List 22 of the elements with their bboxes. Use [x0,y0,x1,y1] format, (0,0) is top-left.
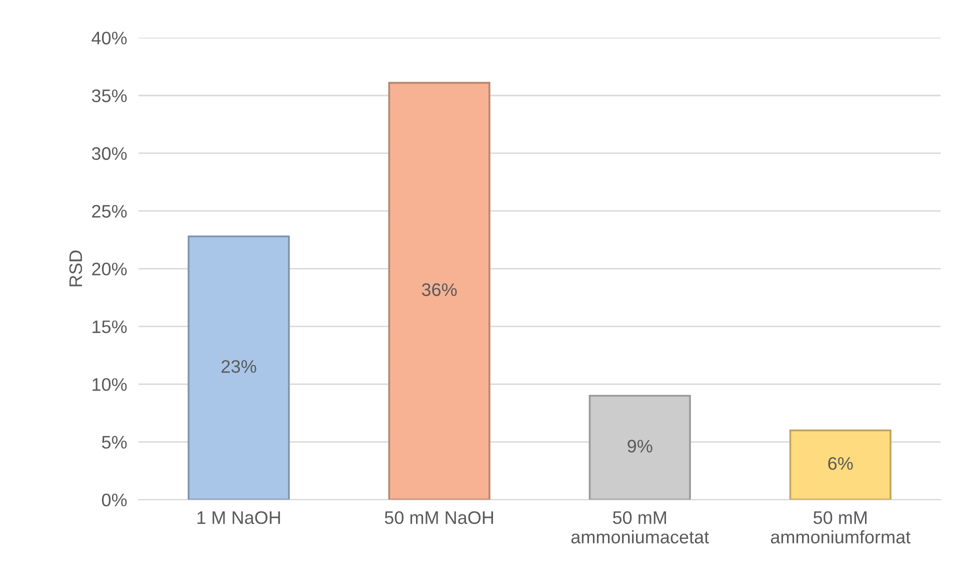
y-tick-label: 35% [92,89,127,102]
y-tick-label: 5% [102,436,127,449]
y-axis-title: RSD [69,250,82,286]
y-tick-label: 20% [92,262,127,276]
y-tick-label: 25% [92,204,127,218]
y-tick-label: 0% [102,494,127,506]
y-tick-label: 10% [92,378,127,391]
y-tick-label: 40% [92,32,127,44]
x-tick-label: 50 mM ammoniumacetat [571,511,709,544]
bar [789,429,892,500]
data-label: 6% [828,457,853,470]
x-tick-label: 1 M NaOH [197,511,280,524]
bar [188,235,290,500]
data-label: 9% [628,440,652,453]
y-tick-label: 15% [92,320,127,334]
data-label: 23% [222,360,256,373]
x-tick-label: 50 mM NaOH [384,511,494,524]
y-tick-label: 30% [92,147,127,160]
data-label: 36% [422,283,457,296]
bar [388,82,490,500]
bar [588,394,691,500]
x-tick-label: 50 mM ammoniumformat [770,511,911,544]
